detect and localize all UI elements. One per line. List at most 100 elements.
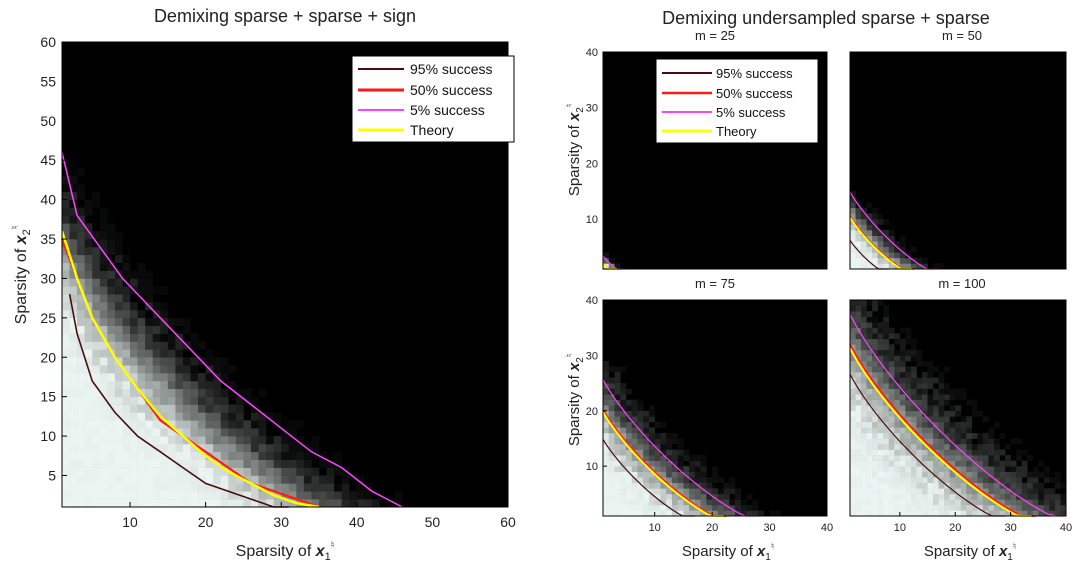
left-heat-cell <box>311 475 320 484</box>
sub-heat-cell <box>861 349 867 356</box>
left-ytick-label: 40 <box>40 192 56 208</box>
subplot-m100: 10 20 30 40 <box>849 299 1072 534</box>
sub-heat-cell <box>643 471 650 478</box>
left-heat-cell <box>334 467 342 476</box>
sub-heat-cell <box>1043 504 1050 511</box>
left-heat-cell <box>303 491 312 500</box>
left-heat-cell <box>84 475 93 484</box>
sub-heat-cell <box>855 344 862 351</box>
left-heat-cell <box>167 420 176 429</box>
left-heat-cell <box>114 373 123 382</box>
sub-heat-cell <box>866 410 873 417</box>
left-heat-cell <box>122 286 131 295</box>
sub-heat-cell <box>866 399 873 406</box>
sub-heat-cell <box>894 510 901 517</box>
left-heat-cell <box>99 286 108 295</box>
sub-heat-cell <box>883 246 890 253</box>
left-heat-cell <box>356 491 365 500</box>
left-heat-cell <box>145 420 154 429</box>
sub-heat-cell <box>910 366 917 373</box>
sub-heat-cell <box>637 416 644 423</box>
left-heat-cell <box>198 499 206 508</box>
sub-heat-cell <box>850 305 856 312</box>
sub-heat-cell <box>916 488 923 495</box>
left-heat-cell <box>77 325 85 334</box>
sub-heat-cell <box>872 372 878 378</box>
sub-heat-cell <box>1016 466 1022 472</box>
left-heat-cell <box>273 436 282 445</box>
subplot-title-m75: m = 75 <box>695 276 735 291</box>
sub-heat-cell <box>1043 499 1050 506</box>
left-heat-cell <box>107 467 116 476</box>
sub-heat-cell <box>746 504 753 511</box>
sub-heat-cell <box>608 471 615 478</box>
sub-heat-cell <box>1032 488 1039 495</box>
left-heat-cell <box>182 475 191 484</box>
sub-heat-cell <box>631 499 638 506</box>
sub-heat-cell <box>877 213 884 220</box>
sub-heat-cell <box>944 449 950 456</box>
sub-heat-cell <box>922 471 928 478</box>
sub-heat-cell <box>955 488 962 495</box>
sub-heat-cell <box>603 488 610 495</box>
sub-heat-cell <box>712 504 719 511</box>
left-heat-cell <box>220 404 229 413</box>
left-heat-cell <box>167 459 176 468</box>
left-heat-cell <box>99 325 108 334</box>
left-heat-cell <box>114 420 123 429</box>
left-heat-cell <box>137 380 146 390</box>
sub-heat-cell <box>861 432 867 439</box>
left-heat-cell <box>220 357 229 366</box>
left-heat-cell <box>311 436 320 445</box>
sub-heat-cell <box>866 257 873 264</box>
sub-heat-cell <box>888 499 895 506</box>
sub-heat-cell <box>1049 499 1056 506</box>
left-heat-cell <box>266 459 274 468</box>
sub-heat-cell <box>654 510 661 517</box>
sub-heat-cell <box>620 493 627 500</box>
left-heat-cell <box>107 475 116 484</box>
left-heat-cell <box>137 491 146 500</box>
sub-heat-cell <box>905 388 912 395</box>
sub-heat-cell <box>877 355 884 362</box>
left-heat-cell <box>213 451 222 461</box>
sub-heat-cell <box>977 449 984 456</box>
left-heat-cell <box>198 483 206 492</box>
left-heat-cell <box>190 459 199 468</box>
sub-heat-cell <box>971 405 978 412</box>
left-heat-cell <box>130 317 138 327</box>
sub-heat-cell <box>855 366 862 373</box>
sub-axes-frame <box>849 299 1067 517</box>
sub-heat-cell <box>927 488 934 495</box>
sub-heat-cell <box>872 482 878 489</box>
left-ytick-label: 30 <box>40 270 56 286</box>
sub-heat-cell <box>1005 466 1011 472</box>
sub-heat-cell <box>723 510 730 517</box>
sub-heat-cell <box>855 499 862 506</box>
sub-heat-cell <box>740 510 747 517</box>
left-heat-cell <box>235 428 244 437</box>
sub-ytick-label: 40 <box>586 47 598 59</box>
sub-heat-cell <box>861 438 867 445</box>
left-heat-cell <box>167 380 176 390</box>
sub-heat-cell <box>660 488 667 495</box>
sub-heat-cell <box>689 510 696 517</box>
sub-heat-cell <box>944 410 950 417</box>
sub-heat-cell <box>894 366 901 373</box>
left-heat-cell <box>175 475 184 484</box>
sub-heat-cell <box>850 300 856 306</box>
sub-heat-cell <box>1010 504 1017 511</box>
sub-heat-cell <box>631 416 638 423</box>
left-heat-cell <box>243 499 252 508</box>
left-heat-cell <box>99 341 108 350</box>
sub-heat-cell <box>899 366 906 373</box>
left-heat-cell <box>220 388 229 397</box>
sub-heat-cell <box>677 466 684 472</box>
left-heat-cell <box>190 491 199 500</box>
sub-heat-cell <box>971 410 978 417</box>
right-ylabel-bottom: Sparsity of x2♮ <box>564 354 586 446</box>
sub-heat-cell <box>949 388 956 395</box>
sub-heat-cell <box>888 510 895 517</box>
left-heat-cell <box>145 380 154 390</box>
left-heat-cell <box>130 302 138 311</box>
